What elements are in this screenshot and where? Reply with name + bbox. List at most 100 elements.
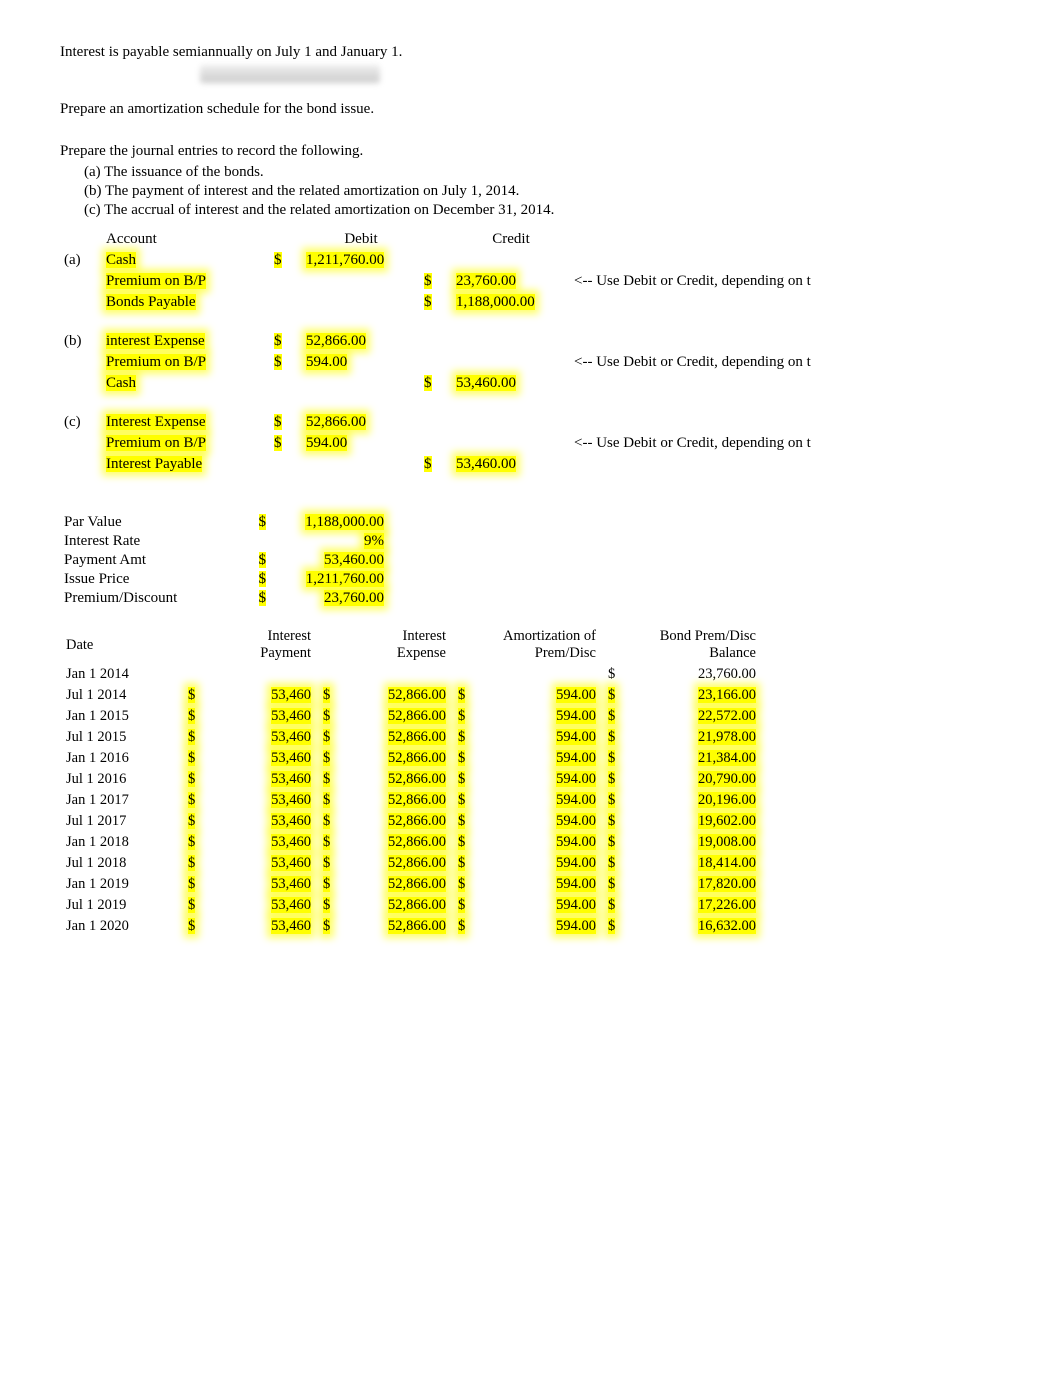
dollar-sign: $ <box>182 811 210 832</box>
sched-interest-expense: 52,866.00 <box>345 916 452 937</box>
sched-header-bal: Bond Prem/Disc Balance <box>630 626 762 664</box>
sched-balance: 16,632.00 <box>630 916 762 937</box>
intro-sub-b: (b) The payment of interest and the rela… <box>84 183 1002 200</box>
sched-balance: 17,226.00 <box>630 895 762 916</box>
je-header-debit: Debit <box>302 229 420 250</box>
dollar-sign <box>270 454 302 475</box>
sched-interest-payment: 53,460 <box>210 916 317 937</box>
sched-header-amort: Amortization of Prem/Disc <box>480 626 602 664</box>
redacted-bar <box>200 65 380 83</box>
sched-interest-expense: 52,866.00 <box>345 811 452 832</box>
je-note <box>570 292 815 313</box>
param-value: 23,760.00 <box>270 589 388 608</box>
je-row: (b)interest Expense$52,866.00 <box>60 331 815 352</box>
je-debit <box>302 454 420 475</box>
je-credit: 53,460.00 <box>452 454 570 475</box>
je-credit <box>452 412 570 433</box>
je-row: Premium on B/P$594.00<-- Use Debit or Cr… <box>60 352 815 373</box>
dollar-sign: $ <box>182 727 210 748</box>
je-debit <box>302 373 420 394</box>
dollar-sign <box>317 664 345 685</box>
sched-interest-expense <box>345 664 452 685</box>
sched-interest-expense: 52,866.00 <box>345 832 452 853</box>
sched-amortization: 594.00 <box>480 853 602 874</box>
intro-line3: Prepare the journal entries to record th… <box>60 143 1002 160</box>
dollar-sign <box>270 373 302 394</box>
sched-header-ip: Interest Payment <box>210 626 317 664</box>
sched-balance: 21,978.00 <box>630 727 762 748</box>
param-label: Interest Rate <box>60 532 238 551</box>
je-credit <box>452 433 570 454</box>
je-note <box>570 373 815 394</box>
dollar-sign <box>270 271 302 292</box>
je-tag: (c) <box>60 412 102 433</box>
dollar-sign: $ <box>602 895 630 916</box>
dollar-sign: $ <box>452 790 480 811</box>
dollar-sign: $ <box>238 513 270 532</box>
je-account: Premium on B/P <box>102 352 270 373</box>
je-row: Cash$53,460.00 <box>60 373 815 394</box>
dollar-sign: $ <box>317 706 345 727</box>
je-credit: 23,760.00 <box>452 271 570 292</box>
dollar-sign: $ <box>452 874 480 895</box>
dollar-sign: $ <box>452 853 480 874</box>
je-account: Cash <box>102 250 270 271</box>
je-note: <-- Use Debit or Credit, depending on t <box>570 352 815 373</box>
sched-date: Jul 1 2016 <box>60 769 182 790</box>
je-tag <box>60 271 102 292</box>
je-header-row: Account Debit Credit <box>60 229 815 250</box>
sched-date: Jan 1 2020 <box>60 916 182 937</box>
dollar-sign: $ <box>452 706 480 727</box>
sched-interest-expense: 52,866.00 <box>345 685 452 706</box>
dollar-sign: $ <box>182 769 210 790</box>
dollar-sign: $ <box>602 832 630 853</box>
sched-date: Jan 1 2016 <box>60 748 182 769</box>
sched-interest-payment: 53,460 <box>210 685 317 706</box>
sched-date: Jan 1 2014 <box>60 664 182 685</box>
je-account: Premium on B/P <box>102 433 270 454</box>
dollar-sign: $ <box>452 832 480 853</box>
je-debit: 52,866.00 <box>302 412 420 433</box>
dollar-sign: $ <box>317 832 345 853</box>
sched-balance: 23,760.00 <box>630 664 762 685</box>
dollar-sign: $ <box>182 706 210 727</box>
sched-interest-expense: 52,866.00 <box>345 727 452 748</box>
dollar-sign: $ <box>420 373 452 394</box>
sched-amortization: 594.00 <box>480 685 602 706</box>
sched-amortization: 594.00 <box>480 811 602 832</box>
je-tag <box>60 373 102 394</box>
je-row: Bonds Payable$1,188,000.00 <box>60 292 815 313</box>
sched-amortization: 594.00 <box>480 832 602 853</box>
je-tag: (b) <box>60 331 102 352</box>
dollar-sign: $ <box>602 853 630 874</box>
sched-balance: 21,384.00 <box>630 748 762 769</box>
sched-interest-payment: 53,460 <box>210 874 317 895</box>
param-row: Payment Amt$53,460.00 <box>60 551 388 570</box>
sched-balance: 22,572.00 <box>630 706 762 727</box>
sched-amortization <box>480 664 602 685</box>
dollar-sign: $ <box>182 832 210 853</box>
dollar-sign: $ <box>317 874 345 895</box>
je-note: <-- Use Debit or Credit, depending on t <box>570 433 815 454</box>
dollar-sign: $ <box>270 331 302 352</box>
dollar-sign: $ <box>602 706 630 727</box>
dollar-sign: $ <box>238 570 270 589</box>
dollar-sign: $ <box>270 352 302 373</box>
dollar-sign <box>420 352 452 373</box>
intro-line2: Prepare an amortization schedule for the… <box>60 101 1002 118</box>
sched-row: Jul 1 2016$53,460$52,866.00$594.00$20,79… <box>60 769 762 790</box>
je-tag <box>60 292 102 313</box>
spacer-row <box>60 394 815 412</box>
dollar-sign: $ <box>270 433 302 454</box>
dollar-sign <box>420 331 452 352</box>
dollar-sign: $ <box>602 811 630 832</box>
je-row: Premium on B/P$23,760.00<-- Use Debit or… <box>60 271 815 292</box>
dollar-sign: $ <box>238 589 270 608</box>
dollar-sign: $ <box>602 769 630 790</box>
intro-block: Interest is payable semiannually on July… <box>60 44 1002 219</box>
sched-interest-payment: 53,460 <box>210 748 317 769</box>
dollar-sign: $ <box>452 748 480 769</box>
sched-amortization: 594.00 <box>480 769 602 790</box>
dollar-sign: $ <box>602 685 630 706</box>
sched-amortization: 594.00 <box>480 790 602 811</box>
